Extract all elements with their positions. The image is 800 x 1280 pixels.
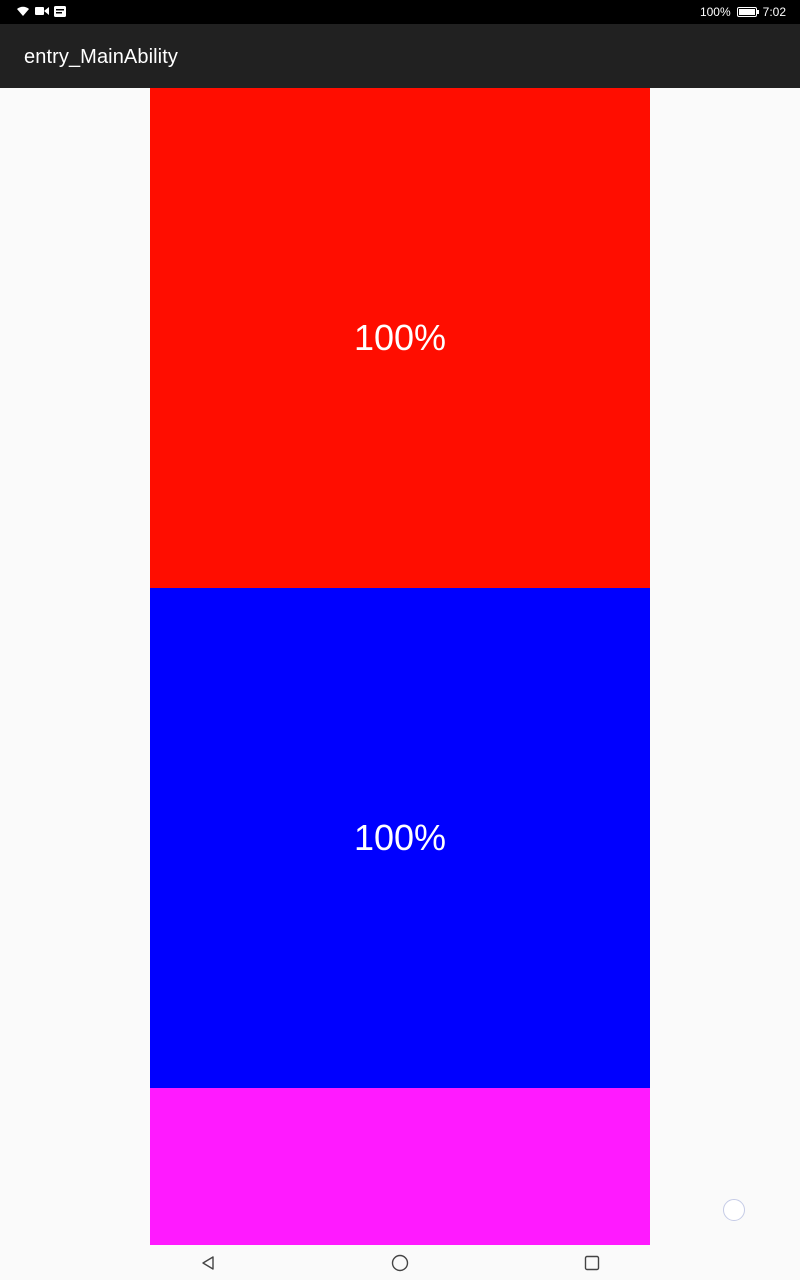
back-button[interactable] [198,1253,218,1273]
battery-icon [736,7,759,17]
blue-block-label: 100% [353,817,447,858]
blue-block: 100% [150,588,650,1088]
floating-circle-button[interactable] [723,1199,745,1221]
home-button[interactable] [390,1253,410,1273]
status-bar: 100% 7:02 [0,0,800,24]
main-content: 100% 100% [0,88,800,1245]
status-icons-left [16,5,66,17]
red-block-label: 100% [353,317,447,358]
back-icon [202,1256,214,1270]
app-title-bar: entry_MainAbility [0,24,800,88]
wifi-icon [17,6,29,16]
red-block: 100% [150,88,650,588]
battery-percent: 100% [699,5,731,19]
clock: 7:02 [762,5,786,19]
navigation-bar [0,1245,800,1280]
recents-icon [584,1255,600,1271]
home-icon [391,1254,409,1272]
app-title: entry_MainAbility [24,46,178,68]
video-icon [35,7,49,15]
recents-button[interactable] [582,1253,602,1273]
magenta-block [150,1088,650,1245]
notification-icon [54,5,66,17]
status-icons-right: 100% 7:02 [700,5,786,19]
